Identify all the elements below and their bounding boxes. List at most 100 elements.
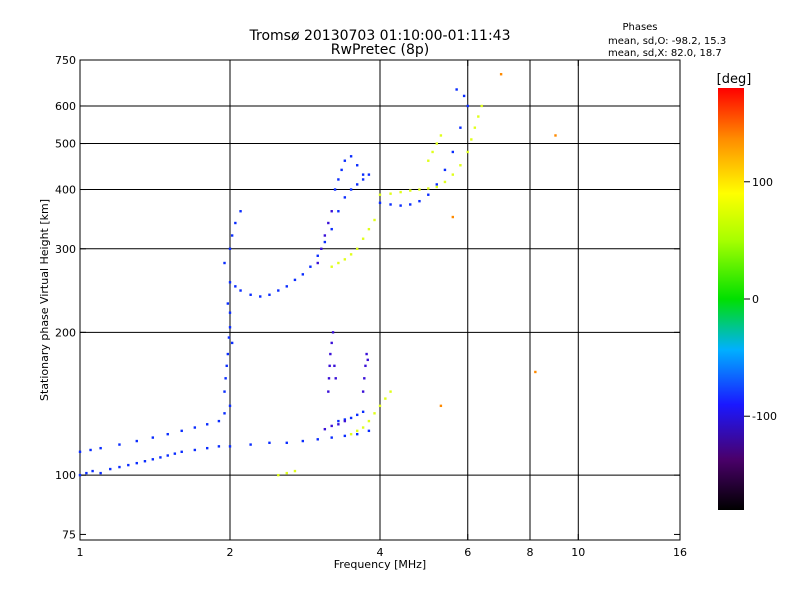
- data-point: [109, 467, 112, 471]
- data-point: [330, 436, 333, 439]
- data-point: [330, 424, 333, 428]
- data-point: [329, 352, 332, 356]
- x-tick-label: 4: [377, 546, 384, 559]
- data-point: [193, 448, 197, 452]
- colorbar-ticks: 100 0 -100: [744, 176, 777, 423]
- data-point: [327, 377, 331, 380]
- data-point: [355, 429, 359, 433]
- y-tick-label: 600: [55, 100, 76, 113]
- data-point: [435, 142, 438, 145]
- data-point: [205, 423, 209, 426]
- data-point: [151, 436, 155, 439]
- data-point: [439, 404, 443, 408]
- data-point: [361, 178, 365, 181]
- data-point: [230, 341, 234, 345]
- data-point: [285, 471, 288, 475]
- data-point: [323, 234, 327, 237]
- data-point: [334, 377, 337, 380]
- data-point: [223, 390, 226, 393]
- data-point: [89, 448, 92, 452]
- data-point: [459, 164, 462, 167]
- y-tick-label: 100: [55, 469, 76, 482]
- data-point: [361, 426, 365, 429]
- data-point: [323, 427, 327, 431]
- data-point: [301, 273, 305, 276]
- data-point: [389, 390, 392, 393]
- data-point: [99, 471, 102, 475]
- data-point: [427, 193, 430, 196]
- data-point: [455, 88, 458, 91]
- data-point: [228, 404, 232, 408]
- data-point: [534, 370, 537, 374]
- data-point: [343, 418, 347, 421]
- data-point: [373, 412, 376, 415]
- data-point: [331, 331, 335, 334]
- data-point: [166, 454, 169, 457]
- data-point: [480, 104, 483, 108]
- data-point: [217, 419, 221, 423]
- data-point: [225, 364, 228, 368]
- colorbar-tick-label: -100: [752, 410, 777, 423]
- data-point: [427, 187, 430, 190]
- data-point: [343, 258, 347, 261]
- data-point: [389, 203, 392, 206]
- data-point: [228, 247, 232, 250]
- data-points: [78, 73, 557, 477]
- data-point: [127, 463, 130, 467]
- data-point: [378, 193, 382, 196]
- data-point: [228, 326, 232, 329]
- data-point: [435, 185, 438, 189]
- data-point: [327, 390, 330, 393]
- data-point: [239, 289, 242, 292]
- data-point: [249, 293, 252, 296]
- data-point: [268, 441, 271, 445]
- data-point: [466, 150, 469, 154]
- data-point: [316, 254, 319, 257]
- colorbar-tick-label: 100: [752, 176, 773, 189]
- data-point: [349, 188, 353, 191]
- x-tick-label: 16: [673, 546, 687, 559]
- data-point: [431, 150, 434, 154]
- y-tick-label: 75: [62, 528, 76, 541]
- colorbar: [718, 88, 744, 510]
- data-point: [340, 168, 343, 172]
- colorbar-tick-label: 0: [752, 293, 759, 306]
- data-point: [259, 295, 262, 298]
- chart-title-line1: Tromsø 20130703 01:10:00-01:11:43: [249, 28, 511, 44]
- data-point: [285, 285, 288, 288]
- data-point: [277, 289, 280, 292]
- x-gridlines: [229, 60, 579, 540]
- data-point: [323, 240, 327, 244]
- data-point: [355, 164, 359, 167]
- data-point: [91, 469, 94, 473]
- data-point: [228, 281, 232, 284]
- data-point: [143, 460, 147, 463]
- data-point: [249, 443, 252, 446]
- stats-line1: mean, sd,O: -98.2, 15.3: [608, 36, 726, 47]
- x-axis-label: Frequency [MHz]: [334, 558, 426, 571]
- data-point: [349, 253, 353, 256]
- data-point: [99, 446, 102, 450]
- data-point: [443, 168, 447, 172]
- data-point: [293, 278, 297, 282]
- data-point: [230, 234, 234, 237]
- y-tick-label: 300: [55, 243, 76, 256]
- data-point: [320, 247, 323, 250]
- data-point: [78, 473, 82, 477]
- data-point: [228, 311, 232, 314]
- data-point: [85, 471, 88, 475]
- y-gridlines: [80, 105, 680, 476]
- data-point: [378, 404, 382, 408]
- data-point: [355, 247, 359, 250]
- data-point: [228, 445, 232, 448]
- data-point: [193, 426, 197, 429]
- data-point: [316, 261, 319, 265]
- data-point: [333, 364, 336, 368]
- data-point: [367, 173, 371, 176]
- data-point: [365, 352, 368, 356]
- x-tick-label: 6: [464, 546, 471, 559]
- data-point: [349, 416, 353, 420]
- data-point: [333, 188, 337, 191]
- data-point: [462, 94, 466, 98]
